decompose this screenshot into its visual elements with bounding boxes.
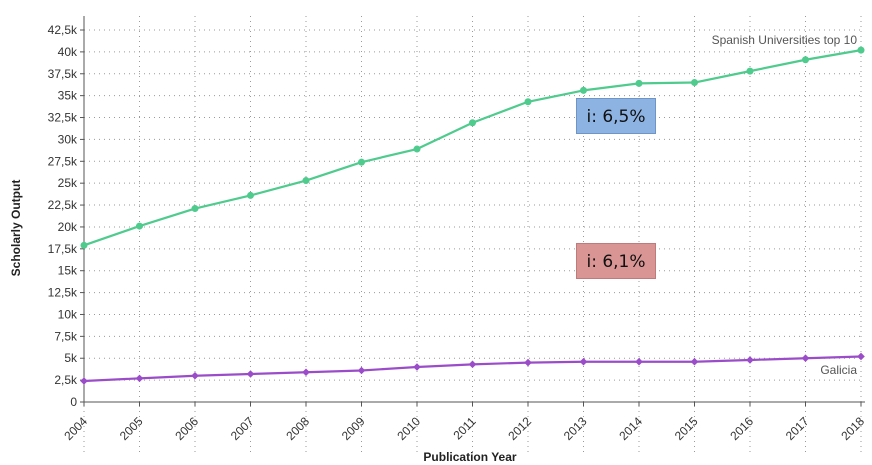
x-tick-label: 2017 <box>783 414 812 443</box>
series-line <box>83 355 862 383</box>
data-point <box>579 357 588 366</box>
y-tick-label: 7,5k <box>54 329 78 343</box>
data-point <box>135 374 144 383</box>
data-point <box>857 352 865 361</box>
y-tick-label: 42,5k <box>48 23 78 37</box>
data-point <box>469 119 476 127</box>
y-tick-label: 35k <box>58 89 78 103</box>
data-point <box>246 370 255 378</box>
y-tick-label: 12,5k <box>48 286 78 300</box>
data-point <box>413 145 421 153</box>
y-tick-label: 22,5k <box>48 198 78 212</box>
x-tick-label: 2011 <box>450 414 478 442</box>
data-point <box>358 158 365 166</box>
data-point <box>746 67 754 75</box>
x-tick-label: 2006 <box>172 414 201 443</box>
y-tick-label: 0 <box>70 395 77 409</box>
x-tick-label: 2010 <box>394 414 423 443</box>
y-tick-label: 37,5k <box>48 67 78 81</box>
y-tick-label: 10k <box>58 307 78 321</box>
data-point <box>302 177 310 185</box>
x-tick-label: 2015 <box>672 414 701 443</box>
axes <box>80 16 865 406</box>
y-axis-ticks: 0 2,5k 5k 7,5k 10k 12,5k 15k 17,5k 20k 22,5k 25k 27… <box>48 23 78 409</box>
data-point <box>746 356 754 364</box>
y-tick-label: 17,5k <box>48 242 78 256</box>
grid <box>83 16 862 452</box>
data-point <box>524 358 532 367</box>
data-point <box>357 366 366 375</box>
growth-annotation-galicia: i: 6,1% <box>576 243 656 279</box>
y-tick-label: 2,5k <box>54 373 78 387</box>
data-point <box>136 222 143 230</box>
x-tick-label: 2005 <box>117 414 146 443</box>
x-axis-ticks: 2004 2005 2006 2007 2008 2009 2010 2011 2012 2013… <box>61 414 867 443</box>
data-point <box>857 46 865 54</box>
data-point <box>191 371 199 380</box>
data-point <box>468 360 477 369</box>
x-tick-label: 2007 <box>228 414 257 443</box>
data-point <box>413 363 421 371</box>
series-name-label: Spanish Universities top 10 <box>712 33 858 47</box>
y-tick-label: 20k <box>58 220 78 234</box>
x-tick-label: 2004 <box>61 414 90 443</box>
data-point <box>247 191 254 199</box>
series-group: Spanish Universities top 10 Galicia <box>80 33 865 385</box>
data-point <box>80 377 88 385</box>
data-point <box>524 98 532 106</box>
x-tick-label: 2012 <box>505 414 534 443</box>
y-tick-label: 25k <box>58 176 78 190</box>
x-tick-label: 2008 <box>283 414 312 443</box>
y-tick-label: 5k <box>64 351 78 365</box>
x-tick-label: 2013 <box>561 414 590 443</box>
y-tick-label: 30k <box>58 132 78 146</box>
data-point <box>80 241 88 249</box>
x-tick-label: 2016 <box>727 414 756 443</box>
series-name-label: Galicia <box>820 363 857 377</box>
y-tick-label: 32,5k <box>48 111 78 125</box>
y-tick-label: 27,5k <box>48 154 78 168</box>
data-point <box>191 205 199 213</box>
data-point <box>801 354 810 363</box>
y-axis-title: Scholarly Output <box>9 180 23 277</box>
data-point <box>302 368 310 377</box>
x-tick-label: 2009 <box>339 414 368 443</box>
y-tick-label: 40k <box>58 45 78 59</box>
x-tick-label: 2014 <box>616 414 645 443</box>
data-point <box>802 56 809 64</box>
x-axis-title: Publication Year <box>423 450 516 464</box>
data-point <box>690 357 699 366</box>
y-tick-label: 15k <box>58 264 78 278</box>
data-point <box>635 79 643 87</box>
x-tick-label: 2018 <box>838 414 867 443</box>
data-point <box>691 79 698 87</box>
data-point <box>580 86 587 94</box>
data-point <box>635 357 643 366</box>
growth-annotation-top10: i: 6,5% <box>576 98 656 134</box>
